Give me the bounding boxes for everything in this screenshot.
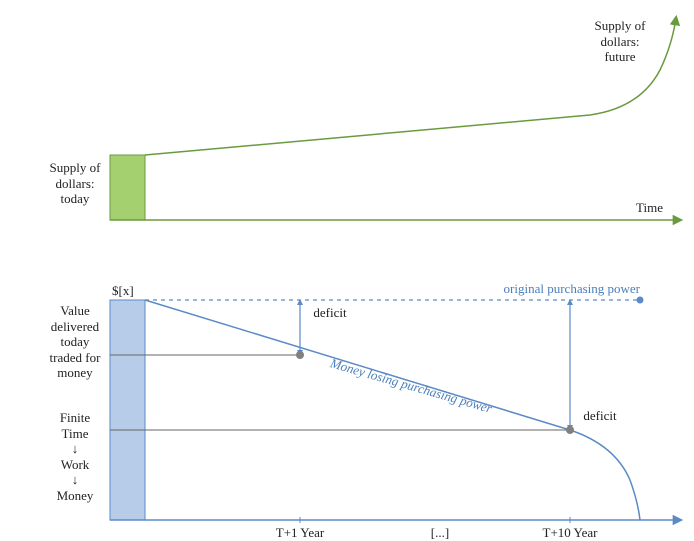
value-delivered-label: Valuedeliveredtodaytraded formoney [50, 303, 101, 381]
time-axis-label: Time [636, 200, 663, 216]
tick-label-t10: T+10 Year [543, 525, 598, 541]
supply-future-label: Supply ofdollars:future [595, 18, 646, 65]
top-bar [110, 155, 145, 220]
deficit-label-2: deficit [583, 408, 616, 424]
dollar-x-label: $[x] [112, 283, 134, 299]
tick-label-t1: T+1 Year [276, 525, 325, 541]
losing-power-label: Money losing purchasing power [328, 355, 495, 416]
finite-time-label: FiniteTime↓Work↓Money [57, 410, 94, 504]
dot-t10 [566, 426, 574, 434]
original-power-end-dot [637, 297, 644, 304]
decline-curve [145, 300, 640, 520]
diagram-canvas: Money losing purchasing power Supply ofd… [0, 0, 694, 532]
tick-label-dots: [...] [431, 525, 449, 541]
dot-t1 [296, 351, 304, 359]
deficit-label-1: deficit [313, 305, 346, 321]
original-power-label: original purchasing power [504, 281, 640, 297]
diagram-svg: Money losing purchasing power [0, 0, 694, 532]
bottom-bar [110, 300, 145, 520]
supply-today-label: Supply ofdollars:today [50, 160, 101, 207]
